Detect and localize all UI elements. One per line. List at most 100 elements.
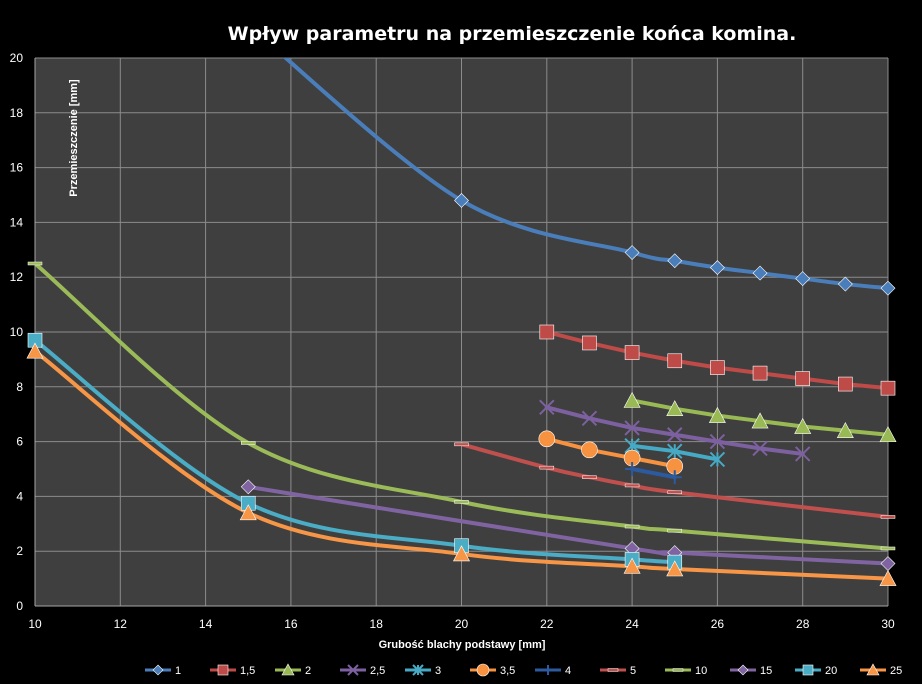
y-tick-label: 2 bbox=[16, 544, 23, 558]
legend-item: 10 bbox=[665, 665, 707, 677]
marker-layer bbox=[26, 193, 897, 586]
data-point bbox=[623, 557, 641, 574]
data-point bbox=[667, 490, 682, 495]
data-point bbox=[879, 569, 897, 586]
legend-marker bbox=[607, 668, 619, 672]
data-point bbox=[582, 335, 597, 351]
legend-marker bbox=[866, 663, 880, 676]
data-point bbox=[794, 446, 811, 462]
data-point bbox=[795, 271, 811, 286]
series-line-10 bbox=[246, 484, 888, 566]
legend-marker bbox=[347, 664, 359, 676]
x-tick-label: 14 bbox=[199, 617, 213, 631]
grid bbox=[34, 57, 889, 607]
legend-label: 2,5 bbox=[370, 665, 385, 677]
data-point bbox=[709, 260, 725, 276]
data-point bbox=[880, 546, 896, 551]
y-axis-label: Przemieszczenie [mm] bbox=[68, 79, 80, 197]
legend-label: 2 bbox=[305, 665, 311, 677]
data-point bbox=[880, 515, 896, 519]
data-point bbox=[837, 276, 853, 292]
legend-item: 20 bbox=[795, 664, 837, 677]
x-axis-label: Grubość blachy podstawy [mm] bbox=[379, 639, 546, 651]
legend-item: 2 bbox=[275, 663, 311, 677]
data-point bbox=[538, 430, 556, 448]
legend-item: 25 bbox=[860, 663, 902, 677]
data-point bbox=[666, 560, 684, 577]
data-point bbox=[453, 545, 470, 562]
data-point bbox=[624, 483, 640, 488]
y-tick-label: 0 bbox=[16, 599, 23, 613]
x-tick-label: 22 bbox=[540, 617, 554, 631]
data-point bbox=[625, 462, 640, 476]
x-tick-label: 30 bbox=[881, 617, 895, 631]
legend-label: 5 bbox=[630, 665, 636, 677]
y-tick-label: 10 bbox=[10, 325, 24, 339]
legend-label: 1 bbox=[175, 665, 181, 677]
data-point bbox=[880, 280, 896, 296]
x-tick-label: 12 bbox=[114, 617, 128, 631]
data-point bbox=[880, 380, 896, 396]
data-point bbox=[794, 417, 812, 434]
chart-title: Wpływ parametru na przemieszczenie końca… bbox=[228, 23, 797, 45]
x-tick-label: 26 bbox=[711, 617, 725, 631]
y-tick-label: 8 bbox=[16, 380, 23, 394]
legend-label: 3,5 bbox=[500, 665, 515, 677]
legend-marker bbox=[152, 664, 164, 676]
x-tick-label: 16 bbox=[284, 617, 298, 631]
data-point bbox=[667, 443, 683, 459]
legend-marker bbox=[737, 664, 749, 676]
x-tick-label: 18 bbox=[370, 617, 384, 631]
legend-item: 1,5 bbox=[210, 664, 255, 677]
series-line-12 bbox=[35, 349, 888, 581]
legend-label: 1,5 bbox=[240, 665, 255, 677]
data-point bbox=[666, 400, 684, 417]
data-point bbox=[623, 391, 641, 408]
data-point bbox=[240, 479, 256, 495]
data-point bbox=[752, 265, 768, 281]
data-point bbox=[454, 442, 469, 447]
data-point bbox=[624, 245, 640, 260]
series-line-7 bbox=[630, 467, 677, 480]
legend-item: 15 bbox=[730, 664, 772, 677]
data-point bbox=[667, 353, 683, 369]
x-tick-label: 24 bbox=[625, 617, 639, 631]
legend-label: 15 bbox=[760, 665, 772, 677]
data-point bbox=[624, 524, 640, 529]
legend-marker bbox=[281, 663, 295, 676]
y-tick-label: 12 bbox=[10, 270, 24, 284]
data-point bbox=[27, 261, 43, 266]
data-point bbox=[709, 433, 726, 450]
data-point bbox=[710, 360, 725, 375]
data-point bbox=[539, 324, 555, 340]
legend-label: 4 bbox=[565, 665, 571, 677]
legend-item: 3 bbox=[405, 664, 441, 677]
legend-item: 2,5 bbox=[340, 664, 385, 677]
data-point bbox=[581, 441, 598, 459]
data-point bbox=[624, 345, 640, 360]
legend-label: 3 bbox=[435, 665, 441, 677]
data-point bbox=[239, 504, 257, 521]
data-point bbox=[752, 440, 768, 457]
legend-marker bbox=[476, 663, 490, 677]
legend-item: 3,5 bbox=[470, 663, 515, 677]
legend-label: 10 bbox=[695, 665, 707, 677]
y-tick-label: 18 bbox=[10, 106, 24, 120]
data-point bbox=[667, 528, 682, 533]
legend-item: 5 bbox=[600, 665, 636, 677]
series-line-1 bbox=[282, 58, 888, 291]
legend-label: 20 bbox=[825, 665, 837, 677]
data-point bbox=[836, 422, 854, 438]
legend-marker bbox=[217, 664, 229, 676]
legend-marker bbox=[802, 664, 814, 676]
data-point bbox=[667, 253, 683, 269]
legend-marker bbox=[672, 668, 684, 672]
data-point bbox=[709, 451, 726, 468]
data-point bbox=[752, 365, 768, 381]
data-point bbox=[838, 376, 853, 392]
data-point bbox=[241, 441, 256, 445]
data-point bbox=[539, 399, 555, 416]
data-point bbox=[454, 500, 469, 504]
